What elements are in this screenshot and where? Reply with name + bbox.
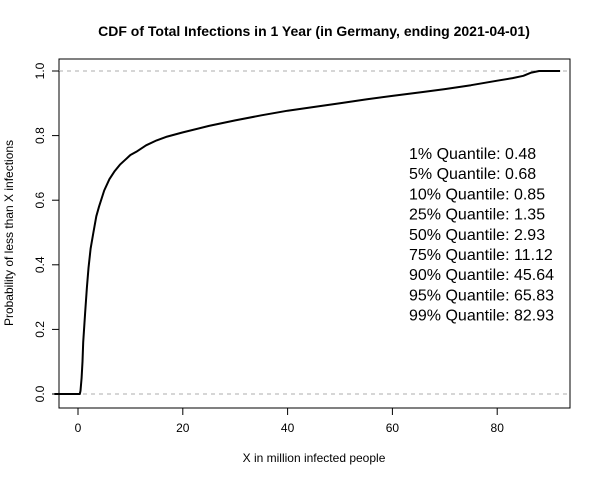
x-axis: 0 20 40 60 80 bbox=[75, 407, 505, 435]
quantile-annotation: 10% Quantile: 0.85 bbox=[409, 186, 545, 203]
reference-lines bbox=[59, 70, 570, 395]
quantile-annotation: 1% Quantile: 0.48 bbox=[409, 146, 536, 163]
y-axis-label: Probability of less than X infections bbox=[2, 140, 16, 326]
cdf-curve-layer bbox=[54, 70, 561, 395]
quantile-annotation: 50% Quantile: 2.93 bbox=[409, 227, 545, 244]
y-tick-label: 0.2 bbox=[33, 321, 47, 338]
y-tick-label: 0.8 bbox=[33, 127, 47, 144]
quantile-annotation: 75% Quantile: 11.12 bbox=[409, 247, 553, 264]
quantile-annotation: 5% Quantile: 0.68 bbox=[409, 166, 536, 183]
quantile-annotation: 25% Quantile: 1.35 bbox=[409, 207, 545, 224]
x-tick-label: 60 bbox=[386, 421, 400, 435]
x-axis-label: X in million infected people bbox=[243, 451, 386, 465]
y-axis: 0.0 0.2 0.4 0.6 0.8 1.0 bbox=[33, 62, 60, 402]
quantile-annotations: 1% Quantile: 0.48 5% Quantile: 0.68 10% Qu… bbox=[409, 146, 554, 325]
y-tick-label: 0.0 bbox=[33, 385, 47, 402]
chart-title: CDF of Total Infections in 1 Year (in Ge… bbox=[98, 23, 530, 39]
y-tick-label: 1.0 bbox=[33, 62, 47, 79]
y-tick-label: 0.6 bbox=[33, 192, 47, 209]
y-tick-label: 0.4 bbox=[33, 256, 47, 273]
x-tick-label: 20 bbox=[176, 421, 190, 435]
cdf-curve-0 bbox=[54, 70, 561, 395]
quantile-annotation: 99% Quantile: 82.93 bbox=[409, 308, 554, 325]
x-tick-label: 80 bbox=[491, 421, 505, 435]
quantile-annotation: 95% Quantile: 65.83 bbox=[409, 287, 554, 304]
quantile-annotation: 90% Quantile: 45.64 bbox=[409, 267, 554, 284]
x-tick-label: 0 bbox=[75, 421, 82, 435]
x-tick-label: 40 bbox=[281, 421, 295, 435]
